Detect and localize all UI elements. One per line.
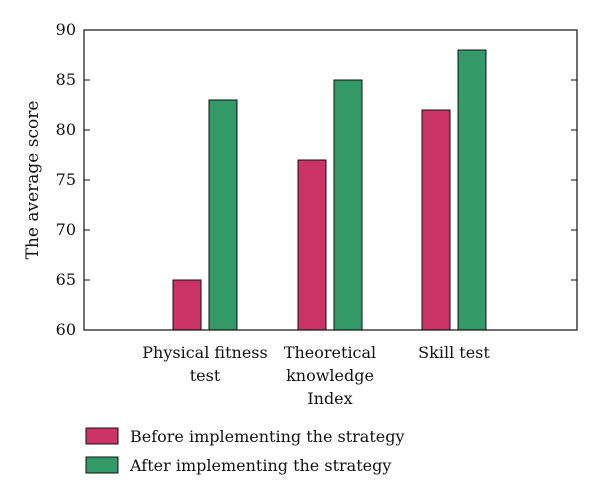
legend: Before implementing the strategy After im… <box>85 427 405 475</box>
y-tick-label-3: 75 <box>56 170 76 189</box>
legend-label-1: After implementing the strategy <box>129 456 391 475</box>
bar-series0-cat2 <box>421 109 451 331</box>
x-category-label-0: Physical fitness test <box>142 343 267 385</box>
y-tick-label-6: 90 <box>56 20 76 39</box>
y-tick-label-1: 65 <box>56 270 76 289</box>
bar-series1-cat1 <box>333 79 363 331</box>
legend-swatch-1 <box>85 456 119 474</box>
x-category-label-2: Skill test <box>418 343 490 362</box>
y-axis-label: The average score <box>23 101 43 260</box>
plot-frame <box>83 29 578 331</box>
bars <box>172 49 487 331</box>
bar-series0-cat0 <box>172 279 202 331</box>
bar-series1-cat0 <box>208 99 238 331</box>
y-tick-label-5: 85 <box>56 70 76 89</box>
y-tick-label-2: 70 <box>56 220 76 239</box>
y-tick-label-0: 60 <box>56 320 76 339</box>
legend-swatch-0 <box>85 427 119 445</box>
x-category-label-1: Theoretical knowledge Index <box>284 343 376 408</box>
bar-series0-cat1 <box>297 159 327 331</box>
legend-label-0: Before implementing the strategy <box>130 427 405 446</box>
bar-series1-cat2 <box>457 49 487 331</box>
category-labels: Physical fitness test Theoretical knowledge… <box>142 343 490 408</box>
y-tick-label-4: 80 <box>56 120 76 139</box>
